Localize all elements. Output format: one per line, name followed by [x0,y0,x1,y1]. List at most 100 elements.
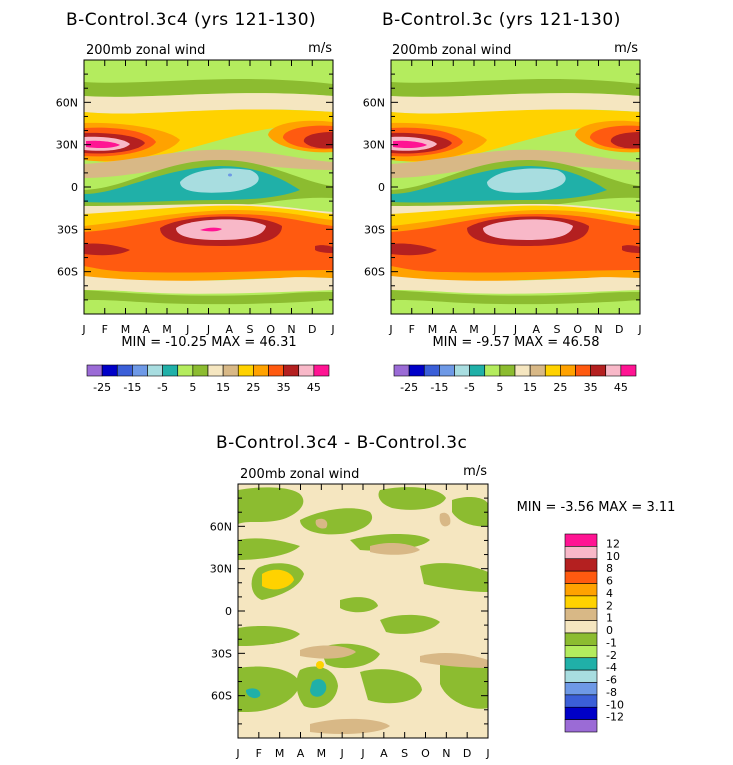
y-tick-label: 60S [57,266,78,279]
y-tick-label: 30N [210,563,232,576]
panel-3-patch-yellow-2 [316,661,324,669]
colorbar-label: -15 [430,381,448,394]
panel-3-patch-green-9 [340,597,378,613]
colorbar-swatch [564,570,598,584]
panel-1-band-pink-south [176,219,266,240]
panel-2-band-tan-far-south [391,276,640,294]
x-tick-label: M [469,323,479,336]
panel-2-contours [391,60,640,314]
colorbar-swatch [590,364,607,377]
colorbar-swatch [298,364,315,377]
colorbar-label: -5 [157,381,168,394]
colorbar-label: 25 [553,381,567,394]
colorbar-swatch [564,682,598,696]
colorbar-swatch [575,364,591,377]
colorbar-label: -15 [123,381,141,394]
panel-1-band-darkred-south-w [84,243,130,256]
colorbar-swatch [564,558,598,572]
colorbar-swatch [268,364,284,377]
panel-1-colorbar [86,364,330,377]
colorbar-swatch [283,364,300,377]
colorbar-swatch [564,645,598,659]
x-tick-label: J [492,323,496,336]
x-tick-label: J [330,323,334,336]
colorbar-label: -8 [606,686,617,699]
panel-1-band-tan-north [84,93,333,114]
x-tick-label: F [409,323,415,336]
y-tick-label: 60S [211,690,232,703]
colorbar-label: 10 [606,550,620,563]
colorbar-swatch [564,669,598,683]
panel-3-subtitle: 200mb zonal wind [240,467,359,482]
colorbar-swatch [162,364,179,377]
panel-3-patch-tan-2 [439,512,451,527]
colorbar-swatch [116,364,133,377]
y-tick-label: 0 [71,181,78,194]
x-tick-label: J [81,323,85,336]
panel-3-patch-green-3 [378,487,446,510]
panel-1-contours [84,60,333,314]
colorbar-swatch [408,364,425,377]
colorbar-swatch [560,364,576,377]
x-tick-label: J [360,747,364,760]
y-tick-label: 60N [210,520,232,533]
panel-3-patch-green-5 [238,538,300,560]
colorbar-swatch [564,595,598,609]
x-tick-label: D [308,323,316,336]
x-tick-label: N [594,323,602,336]
panel-1-colorbar-labels: -25 -15 -5 5 15 25 35 45 [93,381,321,394]
colorbar-swatch [484,364,501,377]
colorbar-label: -25 [400,381,418,394]
panel-3-patch-green-4 [452,497,488,527]
panel-1-band-lightblue-equator [180,168,259,193]
colorbar-label: 4 [606,587,613,600]
panel-2-band-pink-south [483,219,573,240]
panel-3-patch-green-1 [238,487,304,524]
panel-2-colorbar [393,364,637,377]
panel-3-patch-green-11 [238,626,300,646]
colorbar-label: -4 [606,661,617,674]
colorbar-label: 35 [584,381,598,394]
colorbar-label: 8 [606,562,613,575]
colorbar-label: 2 [606,599,613,612]
panel-3-title: B-Control.3c4 - B-Control.3c [216,433,467,453]
colorbar-swatch [313,364,330,377]
panel-1-band-magenta-south [200,227,222,232]
panel-3-patch-green-2 [300,508,373,535]
colorbar-swatch [529,364,546,377]
panel-2-colorbar-labels: -25 -15 -5 5 15 25 35 45 [400,381,628,394]
colorbar-swatch [177,364,194,377]
colorbar-swatch [423,364,440,377]
y-tick-label: 60N [56,96,78,109]
colorbar-swatch [469,364,486,377]
x-tick-label: J [206,323,210,336]
colorbar-label: 45 [614,381,628,394]
panel-3-units: m/s [463,464,487,479]
x-tick-label: J [340,747,344,760]
x-tick-label: M [428,323,438,336]
colorbar-swatch [564,546,598,560]
colorbar-swatch [101,364,118,377]
colorbar-swatch [564,657,598,671]
colorbar-label: 25 [246,381,260,394]
colorbar-swatch [564,632,598,646]
panel-1-band-tan-far-south [84,276,333,294]
x-tick-label: A [297,747,305,760]
panel-1-subtitle: 200mb zonal wind [86,43,205,58]
colorbar-swatch [564,706,598,720]
x-tick-label: F [256,747,262,760]
colorbar-swatch [605,364,622,377]
y-tick-label: 60S [364,266,385,279]
colorbar-swatch [253,364,269,377]
x-tick-label: S [247,323,254,336]
x-tick-label: J [185,323,189,336]
panel-1-units: m/s [308,41,332,56]
colorbar-label: 35 [277,381,291,394]
panel-2-units: m/s [614,41,638,56]
colorbar-swatch [393,364,410,377]
x-tick-label: N [287,323,295,336]
x-tick-label: A [225,323,233,336]
